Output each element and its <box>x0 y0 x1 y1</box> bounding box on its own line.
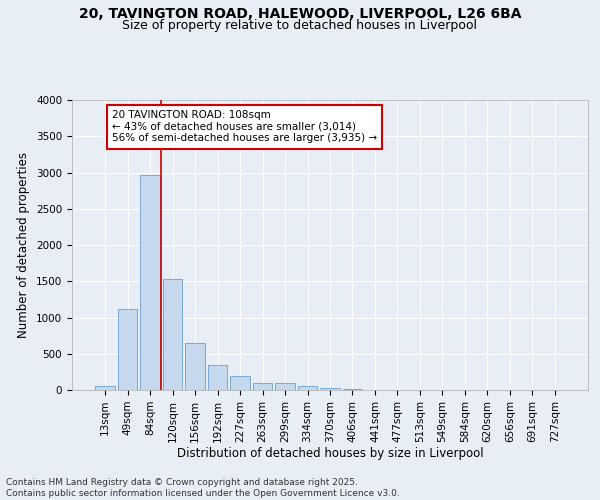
Bar <box>163 278 182 390</box>
Bar <box>343 389 362 390</box>
Bar <box>298 386 317 390</box>
Text: 20 TAVINGTON ROAD: 108sqm
← 43% of detached houses are smaller (3,014)
56% of se: 20 TAVINGTON ROAD: 108sqm ← 43% of detac… <box>112 110 377 144</box>
Y-axis label: Number of detached properties: Number of detached properties <box>17 152 31 338</box>
Bar <box>95 386 115 390</box>
Bar <box>230 376 250 390</box>
Bar <box>320 388 340 390</box>
Bar <box>140 174 160 390</box>
Bar <box>208 365 227 390</box>
Bar <box>253 383 272 390</box>
Text: Contains HM Land Registry data © Crown copyright and database right 2025.
Contai: Contains HM Land Registry data © Crown c… <box>6 478 400 498</box>
Text: Distribution of detached houses by size in Liverpool: Distribution of detached houses by size … <box>176 448 484 460</box>
Text: Size of property relative to detached houses in Liverpool: Size of property relative to detached ho… <box>122 18 478 32</box>
Bar <box>275 383 295 390</box>
Text: 20, TAVINGTON ROAD, HALEWOOD, LIVERPOOL, L26 6BA: 20, TAVINGTON ROAD, HALEWOOD, LIVERPOOL,… <box>79 8 521 22</box>
Bar <box>118 309 137 390</box>
Bar <box>185 343 205 390</box>
